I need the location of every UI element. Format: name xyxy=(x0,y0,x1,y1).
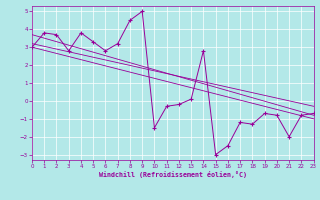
X-axis label: Windchill (Refroidissement éolien,°C): Windchill (Refroidissement éolien,°C) xyxy=(99,171,247,178)
